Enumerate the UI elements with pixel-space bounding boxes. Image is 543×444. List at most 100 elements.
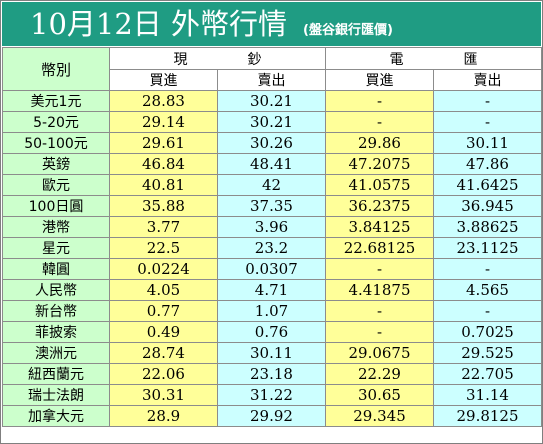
sub-header-row: 買進 賣出 買進 賣出 [3,69,542,91]
cash-sell-cell: 37.35 [217,195,326,217]
tt-buy-cell: 29.345 [325,405,434,427]
cash-sell-cell: 4.71 [217,279,326,301]
currency-name: 100日圓 [2,195,110,217]
currency-name: 菲披索 [2,321,110,343]
tt-buy-cell: 22.68125 [325,237,434,259]
group-header-row: 幣別 現鈔 電匯 [2,47,542,91]
currency-name: 人民幣 [2,279,110,301]
cash-sell-cell: 1.07 [217,300,326,322]
cash-sell-cell: 31.22 [217,384,326,406]
tt-sell-cell: 3.88625 [433,216,542,238]
cash-sell-cell: 48.41 [217,153,326,175]
cash-buy-cell: 22.06 [109,363,218,385]
tt-buy-cell: - [325,300,434,322]
tt-sell-cell: 31.14 [433,384,542,406]
table-row: 5-20元 29.14 30.21- - [2,111,542,133]
currency-column-header: 幣別 [2,47,110,91]
table-row: 英鎊 46.84 48.41 47.2075 47.86 [2,153,542,175]
currency-name: 新台幣 [2,300,110,322]
cash-buy-cell: 29.61 [109,132,218,154]
tt-sell-cell: - [433,111,542,133]
table-row: 新台幣 0.77 1.07- - [2,300,542,322]
tt-group-header: 電匯 [325,47,542,70]
tt-sell-header: 賣出 [433,69,542,91]
cash-sell-cell: 42 [217,174,326,196]
cash-sell-cell: 30.11 [217,342,326,364]
tt-sell-cell: 41.6425 [433,174,542,196]
table-row: 人民幣 4.05 4.71 4.41875 4.565 [2,279,542,301]
currency-name: 韓圓 [2,258,110,280]
table-row: 100日圓 35.88 37.35 36.2375 36.945 [2,195,542,217]
tt-buy-cell: 22.29 [325,363,434,385]
tt-buy-header: 買進 [325,69,434,91]
currency-name: 星元 [2,237,110,259]
tt-buy-cell: 3.84125 [325,216,434,238]
table-row: 紐西蘭元 22.06 23.18 22.29 22.705 [2,363,542,385]
tt-buy-cell: 29.86 [325,132,434,154]
tt-sell-cell: 36.945 [433,195,542,217]
tt-sell-cell: 22.705 [433,363,542,385]
table-row: 瑞士法朗 30.31 31.22 30.65 31.14 [2,384,542,406]
tt-sell-cell: 29.525 [433,342,542,364]
cash-group-label-a: 現 [173,51,188,68]
table-row: 港幣 3.77 3.96 3.84125 3.88625 [2,216,542,238]
cash-sell-cell: 29.92 [217,405,326,427]
currency-name: 紐西蘭元 [2,363,110,385]
currency-name: 歐元 [2,174,110,196]
tt-sell-cell: - [433,300,542,322]
cash-sell-cell: 23.2 [217,237,326,259]
page-title: 10月12日 外幣行情 [30,7,288,41]
tt-group-label-b: 匯 [463,51,478,68]
tt-buy-cell: - [325,258,434,280]
tt-buy-cell: - [325,90,434,112]
cash-buy-cell: 3.77 [109,216,218,238]
currency-name: 50-100元 [2,132,110,154]
currency-name: 港幣 [2,216,110,238]
currency-name: 瑞士法朗 [2,384,110,406]
tt-sell-cell: 29.8125 [433,405,542,427]
tt-sell-cell: 30.11 [433,132,542,154]
currency-name: 加拿大元 [2,405,110,427]
cash-sell-cell: 23.18 [217,363,326,385]
table-row: 星元 22.5 23.2 22.68125 23.1125 [2,237,542,259]
cash-buy-cell: 4.05 [109,279,218,301]
tt-sell-cell: 4.565 [433,279,542,301]
tt-sell-cell: - [433,258,542,280]
currency-name: 5-20元 [2,111,110,133]
table-row: 澳洲元 28.74 30.11 29.0675 29.525 [2,342,542,364]
cash-buy-cell: 28.83 [109,90,218,112]
cash-sell-cell: 30.26 [217,132,326,154]
cash-buy-cell: 28.9 [109,405,218,427]
cash-buy-cell: 0.49 [109,321,218,343]
cash-buy-cell: 0.0224 [109,258,218,280]
currency-name: 澳洲元 [2,342,110,364]
cash-sell-cell: 3.96 [217,216,326,238]
cash-buy-cell: 22.5 [109,237,218,259]
table-row: 加拿大元 28.9 29.92 29.345 29.8125 [2,405,542,427]
tt-group-label-a: 電 [389,51,404,68]
tt-buy-cell: 47.2075 [325,153,434,175]
currency-name: 美元1元 [2,90,110,112]
rate-rows: 美元1元 28.83 30.21- - 5-20元 29.14 30.21- - 50-10… [2,90,542,427]
tt-buy-cell: - [325,321,434,343]
tt-sell-cell: - [433,90,542,112]
cash-sell-cell: 30.21 [217,90,326,112]
title-banner: 10月12日 外幣行情 (盤谷銀行匯價) [2,2,541,46]
table-row: 菲披索 0.49 0.76-0.7025 [2,321,542,343]
tt-buy-cell: - [325,111,434,133]
cash-group-header: 現鈔 [109,47,326,70]
tt-buy-cell: 41.0575 [325,174,434,196]
tt-sell-cell: 23.1125 [433,237,542,259]
cash-sell-cell: 0.76 [217,321,326,343]
tt-buy-cell: 29.0675 [325,342,434,364]
table-row: 歐元 40.81 42 41.0575 41.6425 [2,174,542,196]
tt-sell-cell: 47.86 [433,153,542,175]
cash-sell-cell: 30.21 [217,111,326,133]
tt-buy-cell: 4.41875 [325,279,434,301]
cash-group-label-b: 鈔 [247,51,262,68]
cash-buy-header: 買進 [109,69,218,91]
cash-sell-cell: 0.0307 [217,258,326,280]
cash-buy-cell: 40.81 [109,174,218,196]
page-subtitle: (盤谷銀行匯價) [303,23,393,38]
currency-name: 英鎊 [2,153,110,175]
